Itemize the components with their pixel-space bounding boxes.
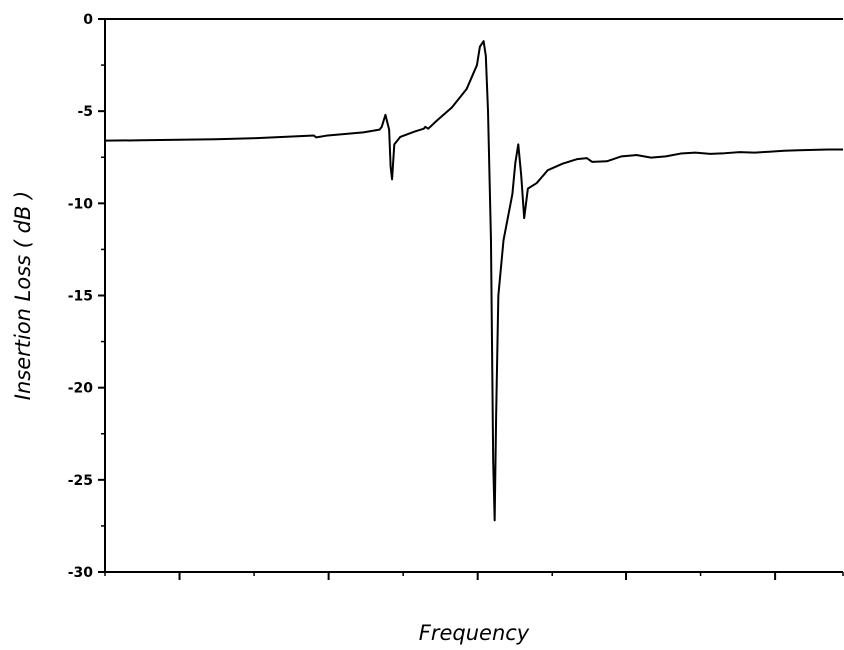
y-tick-label: -5	[77, 104, 93, 120]
y-tick-label: -15	[68, 289, 93, 305]
y-tick-label: -10	[68, 196, 94, 212]
y-ticks: 0 -5 -10 -15 -20 -25 -30	[68, 12, 105, 581]
series-layer	[104, 40, 843, 522]
y-tick-label: -25	[68, 473, 93, 489]
y-tick-label: 0	[83, 12, 93, 28]
y-tick-label: -30	[68, 565, 94, 581]
axes	[104, 18, 843, 573]
x-ticks	[104, 572, 844, 580]
y-tick-label: -20	[68, 381, 94, 397]
y-axis-title: Insertion Loss ( dB )	[11, 191, 35, 400]
series-line-0	[104, 40, 843, 522]
x-axis-title: Frequency	[419, 621, 530, 645]
